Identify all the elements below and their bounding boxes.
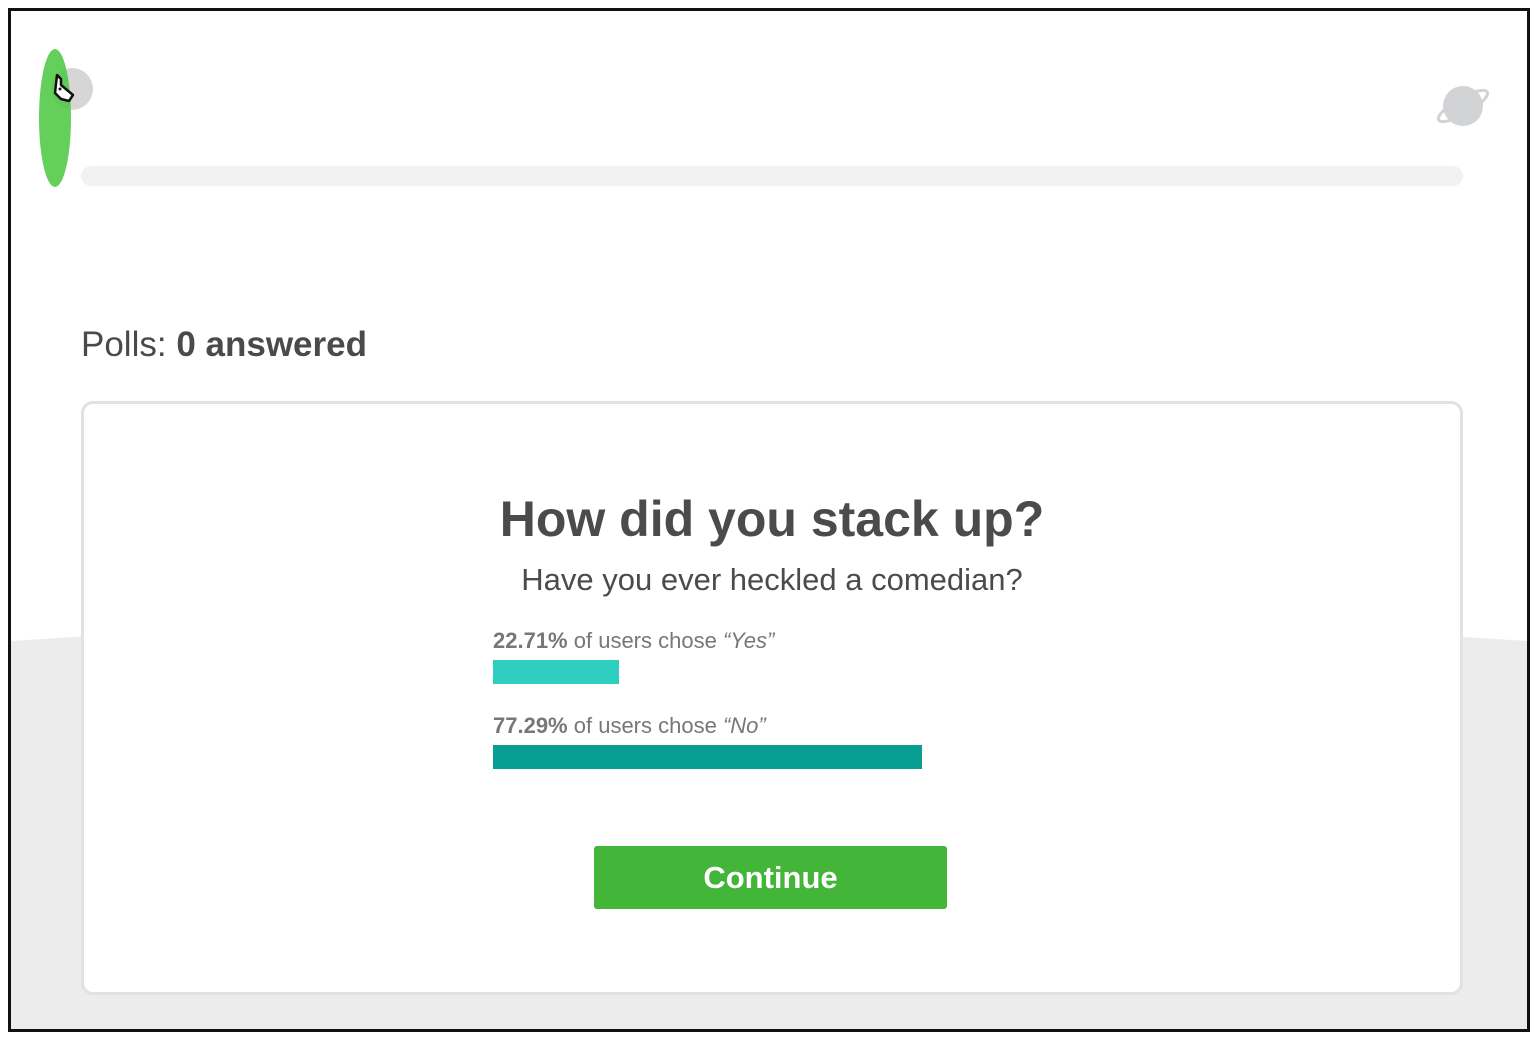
result-bar-no	[493, 745, 922, 769]
result-text: of users chose	[573, 628, 717, 653]
result-bar-yes	[493, 660, 620, 684]
result-choice: “No”	[722, 713, 766, 738]
card-title: How did you stack up?	[499, 491, 1045, 547]
poll-result-card: How did you stack up? Have you ever heck…	[81, 401, 1463, 995]
result-label-yes: 22.71% of users chose “Yes”	[493, 628, 774, 654]
polls-label: Polls:	[81, 325, 167, 364]
result-text: of users chose	[573, 713, 717, 738]
highlight-overlay	[39, 49, 71, 187]
polls-answered-count: 0 answered	[176, 325, 367, 364]
result-percent: 77.29%	[493, 713, 568, 738]
poll-question: Have you ever heckled a comedian?	[521, 562, 1023, 597]
result-label-no: 77.29% of users chose “No”	[493, 713, 766, 739]
continue-button[interactable]: Continue	[594, 846, 947, 909]
planet-icon[interactable]	[1433, 81, 1493, 136]
progress-bar	[81, 166, 1463, 186]
result-choice: “Yes”	[722, 628, 775, 653]
polls-status: Polls: 0 answered	[81, 325, 367, 365]
result-percent: 22.71%	[493, 628, 568, 653]
donkey-avatar-icon	[51, 73, 81, 114]
app-window: Polls: 0 answered How did you stack up? …	[8, 8, 1530, 1032]
